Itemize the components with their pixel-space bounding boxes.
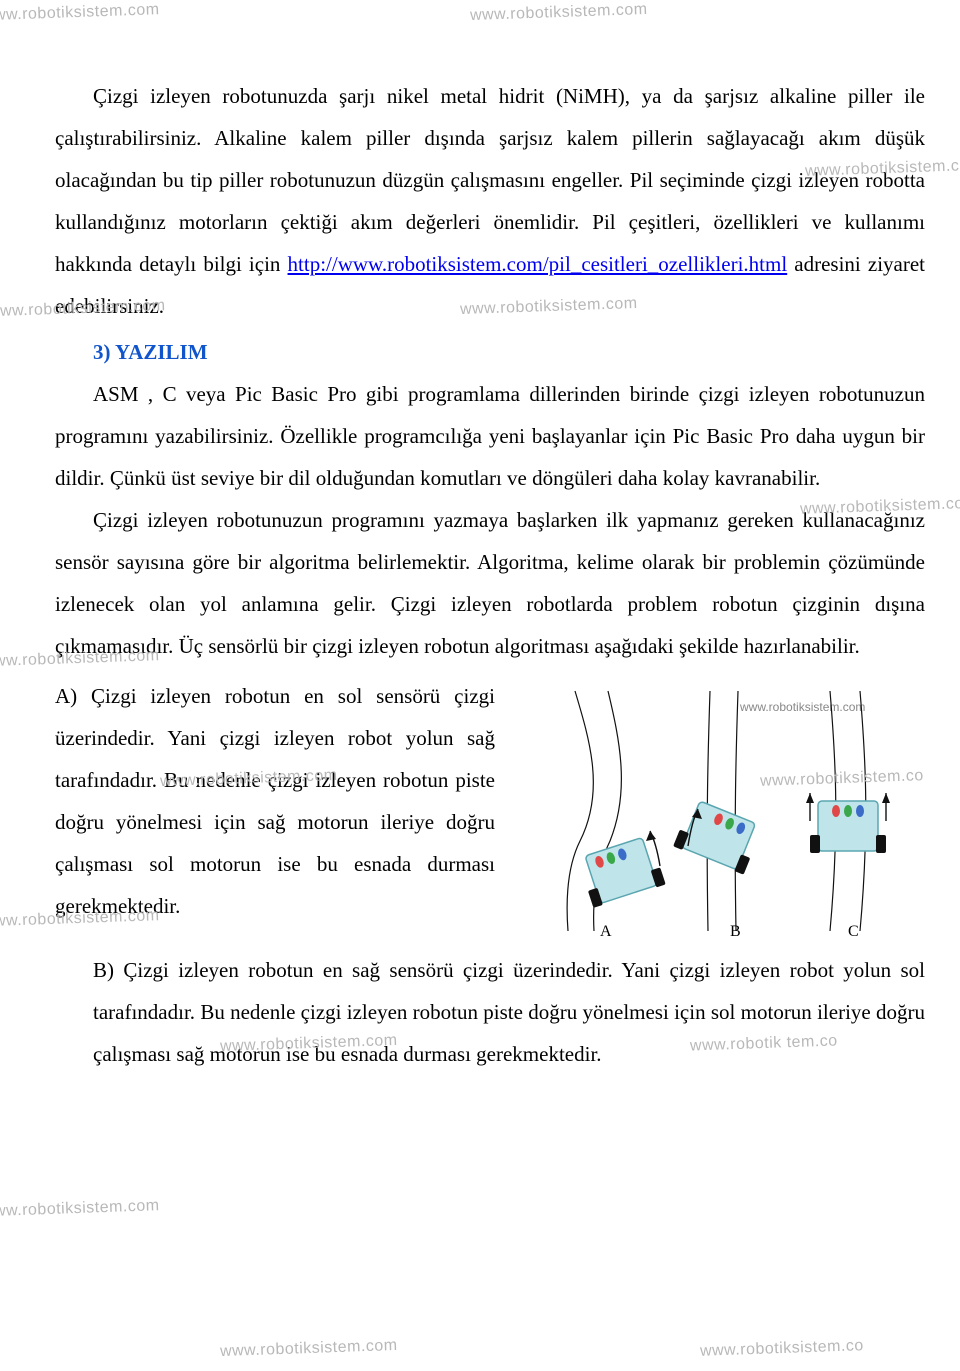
watermark: ww.robotiksistem.com: [0, 1197, 160, 1221]
robot-b: [673, 798, 763, 875]
diagram-label-c: C: [848, 923, 859, 940]
case-a-row: A) Çizgi izleyen robotun en sol sensörü …: [55, 675, 925, 941]
case-a-text-col: A) Çizgi izleyen robotun en sol sensörü …: [55, 675, 495, 941]
watermark: www.robotiksistem.com: [220, 1337, 398, 1361]
diagram-watermark: www.robotiksistem.com: [739, 700, 865, 714]
diagram-col: www.robotiksistem.com: [515, 675, 925, 941]
robot-a: [577, 835, 665, 908]
paragraph-1-pre: Çizgi izleyen robotunuzda şarjı nikel me…: [55, 84, 925, 276]
paragraph-a: A) Çizgi izleyen robotun en sol sensörü …: [55, 675, 495, 927]
diagram-label-a: A: [600, 923, 612, 940]
robot-c: [810, 801, 886, 853]
paragraph-b: B) Çizgi izleyen robotun en sağ sensörü …: [55, 949, 925, 1075]
paragraph-3: Çizgi izleyen robotunuzun programını yaz…: [55, 499, 925, 667]
paragraph-1: Çizgi izleyen robotunuzda şarjı nikel me…: [55, 75, 925, 327]
track-b-right: [735, 691, 738, 931]
watermark: www.robotiksistem.co: [700, 1337, 864, 1361]
watermark: www.robotiksistem.com: [470, 1, 648, 25]
robot-diagram: www.robotiksistem.com: [530, 681, 910, 941]
section-3-heading: 3) YAZILIM: [93, 331, 925, 373]
battery-types-link[interactable]: http://www.robotiksistem.com/pil_cesitle…: [288, 252, 788, 276]
diagram-label-b: B: [730, 923, 741, 940]
page-content: Çizgi izleyen robotunuzda şarjı nikel me…: [55, 75, 925, 1075]
watermark: ww.robotiksistem.com: [0, 1, 160, 25]
paragraph-2: ASM , C veya Pic Basic Pro gibi programl…: [55, 373, 925, 499]
